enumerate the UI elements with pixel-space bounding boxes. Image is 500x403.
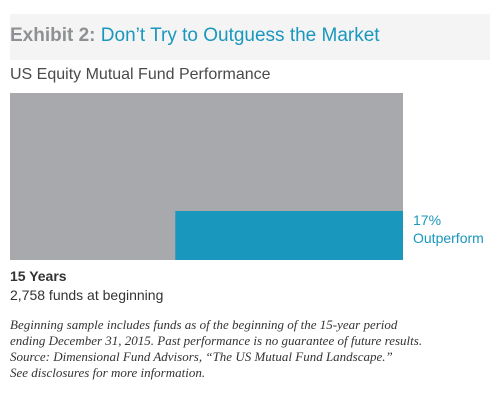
footnote-line: Beginning sample includes funds as of th… — [10, 317, 398, 332]
outperform-bar — [175, 211, 403, 260]
outperform-value-label: 17% — [413, 212, 441, 228]
footnotes: Beginning sample includes funds as of th… — [10, 317, 495, 381]
footnote-line: See disclosures for more information. — [10, 365, 206, 380]
exhibit-heading: Exhibit 2: Don’t Try to Outguess the Mar… — [10, 25, 380, 47]
outperform-series-label: Outperform — [413, 230, 484, 246]
chart: 17% Outperform — [10, 93, 484, 260]
footnote-line: Source: Dimensional Fund Advisors, “The … — [10, 349, 393, 364]
period-label: 15 Years — [10, 268, 67, 284]
chart-title: US Equity Mutual Fund Performance — [10, 66, 271, 83]
exhibit-title-text: Don’t Try to Outguess the Market — [100, 25, 380, 46]
funds-count-label: 2,758 funds at beginning — [10, 287, 164, 303]
footnote-line: ending December 31, 2015. Past performan… — [10, 333, 423, 348]
exhibit-label: Exhibit 2: — [10, 25, 96, 46]
exhibit-title: Exhibit 2: Don’t Try to Outguess the Mar… — [10, 14, 490, 60]
